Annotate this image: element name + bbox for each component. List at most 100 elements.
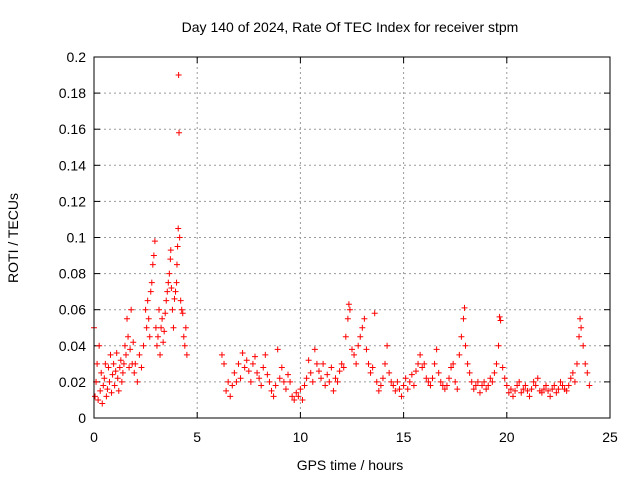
y-tick-label: 0	[78, 410, 86, 426]
data-point	[501, 375, 508, 382]
data-point	[497, 317, 504, 324]
data-point	[92, 393, 99, 400]
data-point	[291, 396, 298, 403]
data-point	[138, 364, 145, 371]
data-point	[247, 378, 254, 385]
data-point	[128, 306, 135, 313]
data-point	[584, 369, 591, 376]
data-point	[349, 346, 355, 353]
data-point	[172, 288, 179, 295]
data-point	[365, 360, 372, 367]
data-point	[150, 252, 157, 259]
data-point	[452, 378, 459, 385]
data-point	[441, 386, 448, 393]
data-point	[489, 378, 496, 385]
data-point	[148, 279, 155, 286]
data-point	[144, 297, 151, 304]
data-point	[289, 393, 296, 400]
data-point	[514, 382, 521, 389]
data-point	[496, 313, 503, 320]
data-point	[433, 346, 440, 353]
data-point	[532, 382, 539, 389]
data-point	[229, 382, 236, 389]
data-point	[113, 350, 120, 357]
data-point	[221, 360, 228, 367]
data-point	[311, 346, 318, 353]
y-tick-label: 0.2	[67, 49, 87, 65]
data-point	[142, 306, 149, 313]
data-point	[125, 333, 132, 340]
data-point	[106, 378, 113, 385]
data-point	[177, 297, 184, 304]
data-point	[518, 389, 525, 396]
data-point	[483, 386, 490, 393]
data-point	[431, 360, 438, 367]
data-point	[334, 378, 341, 385]
data-point	[167, 256, 174, 263]
data-point	[534, 375, 541, 382]
data-point	[96, 342, 103, 349]
data-point	[464, 360, 471, 367]
data-point	[278, 364, 285, 371]
data-point	[153, 342, 160, 349]
data-point	[249, 360, 256, 367]
data-point	[320, 360, 327, 367]
data-point	[116, 364, 123, 371]
data-point	[569, 369, 576, 376]
data-point	[375, 387, 382, 394]
data-point	[97, 387, 104, 394]
data-point	[551, 382, 558, 389]
data-point	[303, 375, 310, 382]
data-point	[450, 360, 457, 367]
data-point	[149, 261, 156, 268]
data-point	[580, 342, 587, 349]
data-point	[178, 306, 185, 313]
data-point	[117, 357, 124, 364]
data-point	[282, 386, 289, 393]
data-point	[266, 378, 273, 385]
data-point	[340, 364, 347, 371]
data-point	[165, 279, 172, 286]
data-point	[363, 346, 370, 353]
data-point	[130, 339, 137, 346]
data-point	[146, 333, 153, 340]
data-point	[173, 279, 180, 286]
data-point	[351, 351, 358, 358]
data-point	[170, 324, 177, 331]
data-point	[118, 378, 125, 385]
data-point	[147, 288, 154, 295]
data-point	[134, 378, 141, 385]
data-point	[460, 315, 467, 322]
data-point	[454, 386, 461, 393]
data-point	[499, 364, 506, 371]
y-tick-label: 0.16	[59, 121, 86, 137]
data-point	[245, 368, 252, 375]
data-point	[429, 375, 436, 382]
data-point	[237, 375, 244, 382]
data-point	[276, 375, 283, 382]
data-point	[157, 351, 164, 358]
x-tick-label: 10	[293, 429, 309, 445]
data-point	[476, 389, 483, 396]
data-point	[95, 396, 102, 403]
data-point	[280, 378, 287, 385]
data-point	[557, 378, 564, 385]
data-point	[152, 324, 159, 331]
data-point	[412, 368, 419, 375]
data-point	[108, 389, 115, 396]
data-point	[166, 270, 173, 277]
data-point	[528, 386, 535, 393]
data-point	[353, 360, 360, 367]
y-tick-label: 0.18	[59, 85, 86, 101]
data-point	[379, 375, 386, 382]
data-point	[109, 371, 116, 378]
data-point	[98, 369, 105, 376]
data-point	[491, 369, 498, 376]
data-point	[223, 387, 230, 394]
data-point	[398, 393, 405, 400]
data-point	[270, 393, 277, 400]
data-point	[545, 387, 552, 394]
data-point	[231, 369, 238, 376]
data-point	[392, 387, 399, 394]
